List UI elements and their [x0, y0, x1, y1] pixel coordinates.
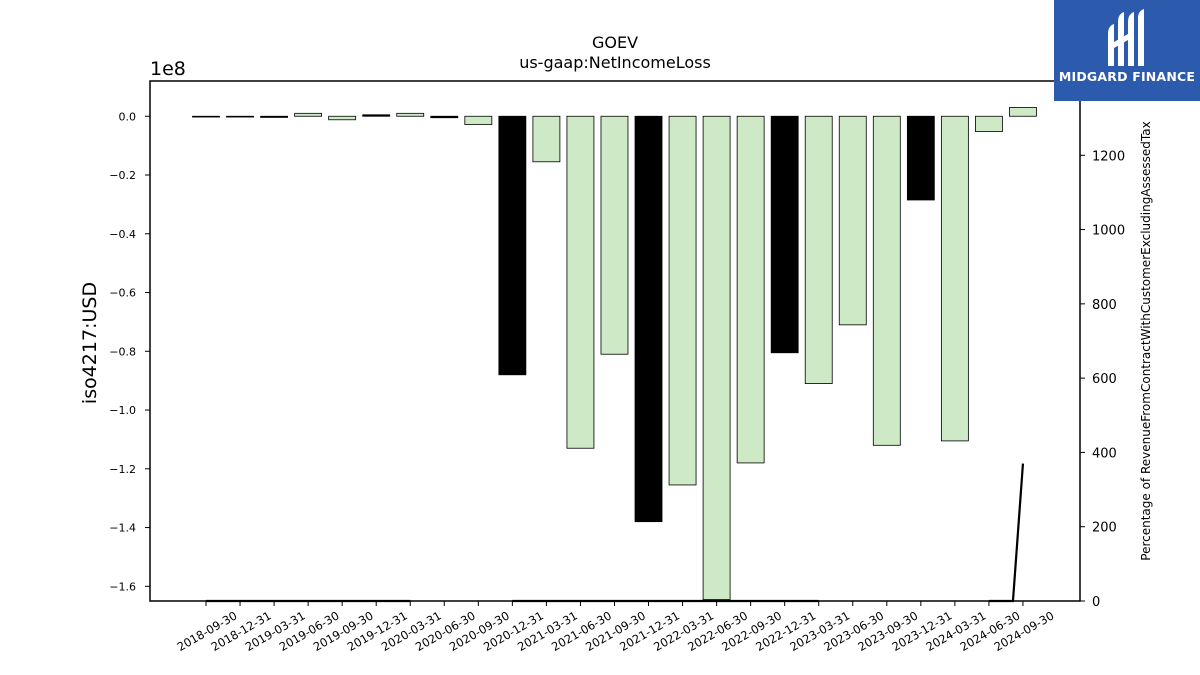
logo-text: MIDGARD FINANCE — [1058, 69, 1196, 84]
y2-tick-label: 0 — [1092, 595, 1100, 610]
bar-2023-06-30 — [838, 115, 867, 326]
y-tick-label: −1.2 — [109, 463, 136, 476]
bar-2022-03-31 — [668, 115, 697, 486]
y-axis-label: iso4217:USD — [79, 282, 101, 404]
y2-tick-label: 800 — [1092, 298, 1117, 313]
bar-2023-09-30 — [872, 115, 901, 446]
bar-2020-03-31 — [396, 112, 425, 117]
bar-2024-03-31 — [940, 115, 969, 442]
logo-mark-icon — [1108, 9, 1144, 66]
y-tick-label: −1.4 — [109, 522, 136, 535]
bar-2020-06-30 — [430, 115, 459, 119]
bar-2021-03-31 — [532, 115, 561, 163]
bar-2019-06-30 — [294, 112, 323, 117]
bar-2021-12-31 — [634, 115, 663, 523]
y-offset-label: 1e8 — [150, 58, 186, 80]
bar-2020-09-30 — [464, 115, 493, 125]
y-tick-label: −0.4 — [109, 228, 136, 241]
chart-title: GOEV — [592, 33, 638, 52]
bar-2024-06-30 — [975, 115, 1003, 132]
y-tick-label: −0.2 — [109, 169, 136, 182]
line-layer — [206, 463, 1025, 603]
y-tick-label: −1.0 — [109, 404, 136, 417]
y2-tick-label: 1200 — [1092, 149, 1125, 164]
y2-tick-label: 400 — [1092, 446, 1117, 461]
y2-tick-label: 1000 — [1092, 224, 1125, 239]
plot-frame — [149, 80, 1081, 602]
bar-2019-03-31 — [260, 115, 288, 118]
bar-2022-06-30 — [702, 115, 731, 600]
y-tick-label: −0.8 — [109, 345, 136, 358]
bar-2018-12-31 — [226, 115, 254, 118]
bar-2021-09-30 — [600, 115, 629, 355]
bar-2024-09-30 — [1009, 107, 1037, 117]
y2-tick-label: 600 — [1092, 372, 1117, 387]
bar-2022-12-31 — [770, 115, 799, 354]
bar-2022-09-30 — [736, 115, 765, 464]
line-series-segment — [988, 463, 1025, 603]
y2-axis-label: Percentage of RevenueFromContractWithCus… — [1139, 121, 1153, 560]
bar-2019-09-30 — [328, 115, 357, 121]
chart-subtitle: us-gaap:NetIncomeLoss — [519, 53, 711, 72]
midgard-finance-logo: MIDGARD FINANCE — [1054, 0, 1200, 101]
bar-2019-12-31 — [362, 114, 391, 117]
y-tick-label: −0.6 — [109, 287, 136, 300]
y2-tick-label: 200 — [1092, 521, 1117, 536]
bar-2018-09-30 — [192, 115, 220, 118]
bar-2020-12-31 — [498, 115, 527, 376]
bars-layer — [192, 107, 1037, 600]
y-tick-label: 0.0 — [119, 110, 137, 123]
bar-2021-06-30 — [566, 115, 595, 449]
bar-2023-03-31 — [804, 115, 833, 384]
y-tick-label: −1.6 — [109, 580, 136, 593]
bar-2023-12-31 — [906, 115, 935, 201]
